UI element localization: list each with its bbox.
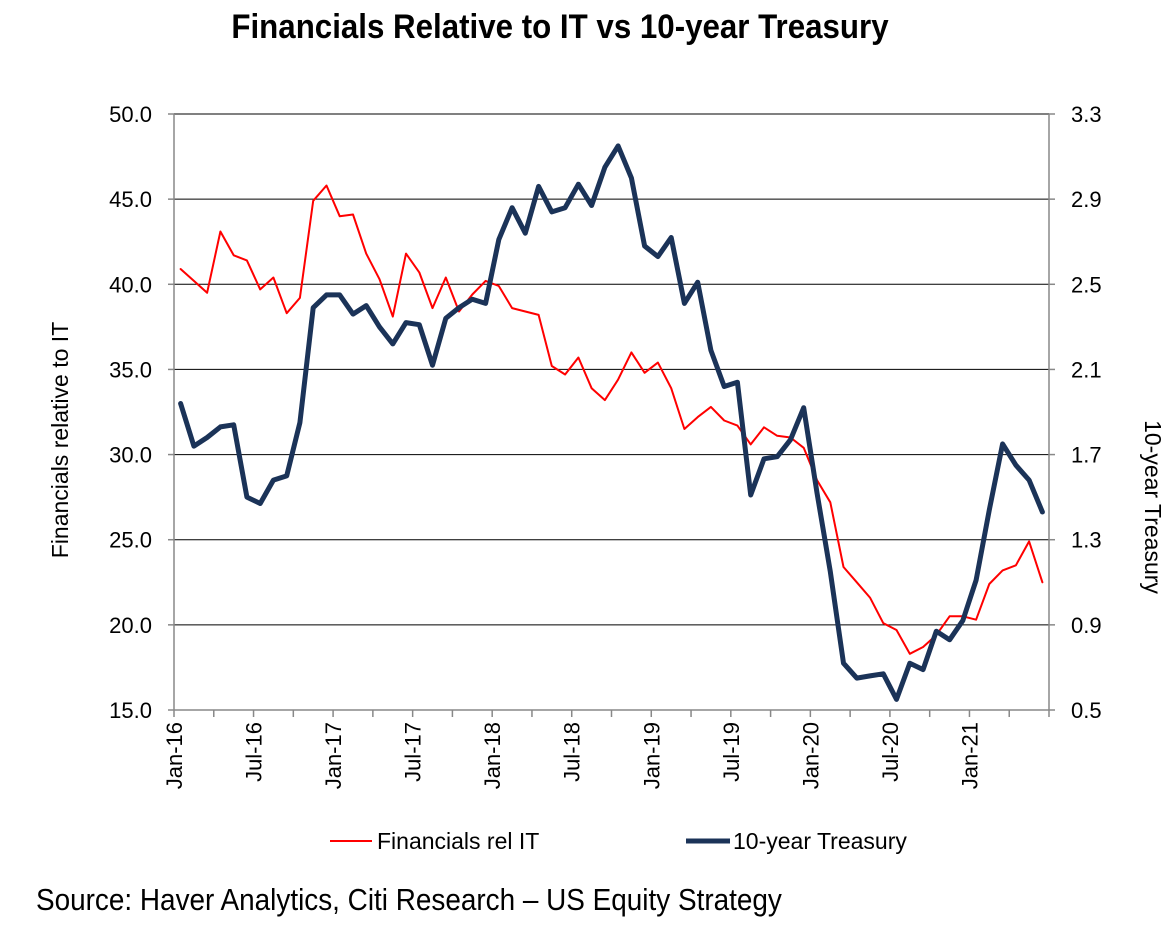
chart-svg: 15.0 20.0 25.0 30.0 35.0 40.0 45.0 50.0 0.5 0.9 1… [47,102,1166,854]
gridlines [174,113,1049,711]
x-tick-label: Jul-16 [242,722,267,782]
right-tick-label: 0.9 [1071,613,1102,638]
left-tick-label: 45.0 [109,187,152,212]
x-tick-label: Jan-16 [162,722,187,789]
legend: Financials rel IT 10-year Treasury [330,828,907,854]
left-tick-label: 15.0 [109,698,152,723]
left-tick-label: 20.0 [109,613,152,638]
series-lines [178,143,1045,702]
x-tick-label: Jul-17 [401,722,426,782]
left-tick-label: 30.0 [109,443,152,468]
x-tick-label: Jan-19 [639,722,664,789]
right-tick-label: 2.5 [1071,272,1102,297]
x-tick-label: Jan-17 [321,722,346,789]
right-axis-ticks: 0.5 0.9 1.3 1.7 2.1 2.5 2.9 3.3 [1049,102,1102,723]
left-tick-label: 50.0 [109,102,152,127]
chart-title: Financials Relative to IT vs 10-year Tre… [231,8,889,46]
x-tick-label: Jan-18 [480,722,505,789]
legend-financials-label: Financials rel IT [377,828,539,854]
right-tick-label: 0.5 [1071,698,1102,723]
left-axis-label: Financials relative to IT [47,322,73,558]
left-tick-label: 25.0 [109,528,152,553]
x-axis-ticks: Jan-16 Jul-16 Jan-17 Jul-17 Jan-18 Jul-18 Jan-… [162,710,1050,789]
x-tick-label: Jan-20 [798,722,823,789]
left-tick-label: 40.0 [109,272,152,297]
left-tick-label: 35.0 [109,357,152,382]
series-line-treasury [178,143,1045,702]
series-line-financials [179,184,1044,655]
right-tick-label: 1.7 [1071,443,1102,468]
right-axis-label: 10-year Treasury [1140,420,1166,594]
x-tick-label: Jul-18 [560,722,585,782]
right-tick-label: 1.3 [1071,528,1102,553]
axes [173,114,1050,711]
x-tick-label: Jul-20 [878,722,903,782]
source-note: Source: Haver Analytics, Citi Research –… [36,882,782,917]
right-tick-label: 2.1 [1071,357,1102,382]
left-axis-ticks: 15.0 20.0 25.0 30.0 35.0 40.0 45.0 50.0 [109,102,174,723]
x-tick-label: Jan-21 [957,722,982,789]
x-tick-label: Jul-19 [719,722,744,782]
legend-treasury-label: 10-year Treasury [733,828,907,854]
right-tick-label: 2.9 [1071,187,1102,212]
right-tick-label: 3.3 [1071,102,1102,127]
